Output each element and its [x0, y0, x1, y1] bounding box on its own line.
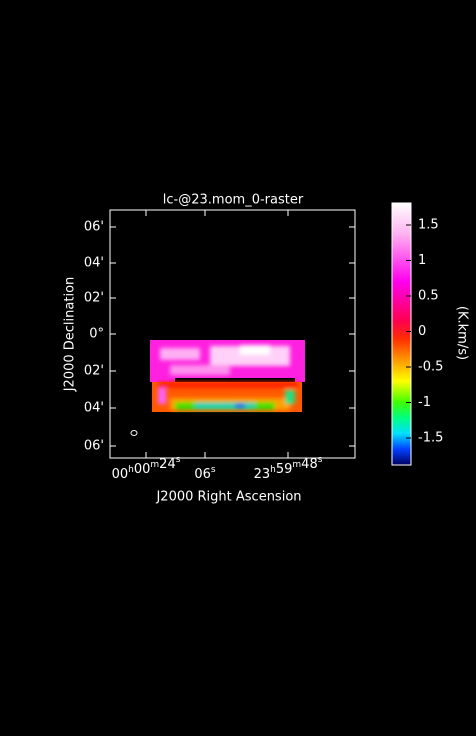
y-tick-label: 02': [84, 291, 104, 306]
y-tick-label: 0°: [89, 327, 104, 342]
colorbar-tick-label: 0.5: [418, 289, 439, 304]
y-axis-label: J2000 Declination: [63, 277, 78, 393]
tick-part: 06: [194, 467, 211, 482]
tick-part: 59: [276, 462, 293, 477]
x-tick-label: 23h59m48s: [254, 455, 323, 482]
tick-unit: m: [292, 460, 301, 470]
colorbar-tick-label: -1: [418, 395, 431, 410]
plot-title: lc-@23.mom_0-raster: [163, 193, 304, 208]
colorbar-tick-label: 1: [418, 253, 426, 268]
y-tick-label: 06': [84, 439, 104, 454]
colorbar: [391, 202, 412, 466]
raster: [130, 340, 305, 436]
tick-unit: m: [150, 460, 159, 470]
x-axis-label: J2000 Right Ascension: [155, 490, 301, 505]
tick-unit: s: [176, 455, 181, 465]
tick-unit: s: [211, 465, 216, 475]
y-tick-label: 02': [84, 364, 104, 379]
x-tick-label: 00h00m24s: [112, 455, 181, 482]
colorbar-tick-label: 0: [418, 324, 426, 339]
y-tick-label: 06': [84, 220, 104, 235]
tick-unit: h: [270, 465, 276, 475]
y-tick-label: 04': [84, 256, 104, 271]
y-tick-label: 04': [84, 401, 104, 416]
tick-part: 24: [159, 457, 176, 472]
colorbar-tick-label: 1.5: [418, 218, 439, 233]
tick-unit: h: [128, 465, 134, 475]
tick-part: 48: [301, 457, 318, 472]
colorbar-label: (K.km/s): [455, 306, 470, 360]
colorbar-tick-label: -0.5: [418, 360, 443, 375]
plot-frame: [109, 209, 356, 459]
tick-unit: s: [318, 455, 323, 465]
x-tick-label: 06s: [194, 465, 216, 482]
tick-part: 23: [254, 467, 271, 482]
colorbar-tick-label: -1.5: [418, 431, 443, 446]
tick-part: 00: [112, 467, 129, 482]
tick-part: 00: [134, 462, 151, 477]
